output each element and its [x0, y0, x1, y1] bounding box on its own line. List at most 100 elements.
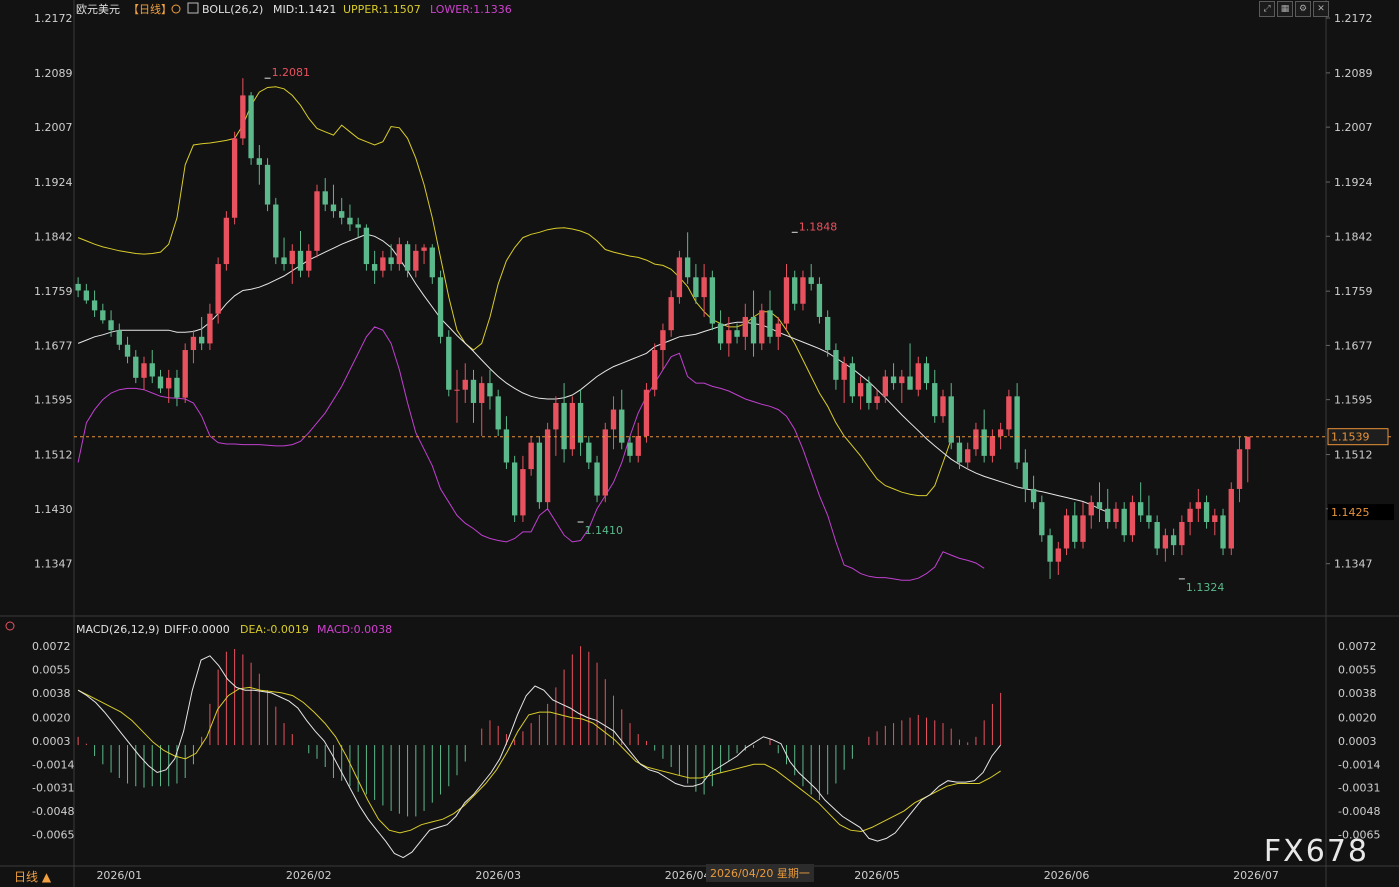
candle-body [330, 204, 337, 212]
macd-diff-line [77, 655, 1001, 859]
candle-body [1228, 488, 1234, 549]
candle-body [643, 389, 650, 437]
price-axis-right-tick: 1.1759 [1334, 285, 1373, 298]
chart-settings-icon[interactable]: ⚙ [1295, 1, 1311, 17]
candle-body [668, 297, 674, 331]
candle-body [1187, 508, 1193, 523]
expand-icon[interactable]: ⤢ [1259, 1, 1275, 17]
candle-body [1022, 462, 1029, 489]
macd-axis-right-tick: -0.0048 [1338, 805, 1380, 818]
candle-body [940, 396, 946, 417]
candle-body [511, 462, 518, 516]
candle-body [569, 402, 576, 450]
candle-body [882, 376, 889, 397]
extreme-price-label: 1.1848 [799, 220, 838, 233]
candle-body [594, 462, 600, 496]
candle-body [1105, 508, 1111, 523]
macd-axis-right-tick: -0.0065 [1338, 828, 1380, 841]
candle-body [1220, 515, 1226, 549]
candle-body [207, 313, 213, 344]
macd-axis-left-tick: -0.0048 [32, 805, 74, 818]
candle-body [1080, 515, 1086, 542]
close-icon[interactable]: ✕ [1313, 1, 1329, 17]
candle-body [619, 409, 625, 443]
candle-body [1063, 515, 1070, 549]
price-axis-left-tick: 1.2007 [34, 121, 73, 134]
extreme-price-label: 1.1324 [1186, 581, 1225, 594]
candle-body [141, 363, 147, 378]
time-axis-tick: 2026/06 [1044, 869, 1090, 882]
macd-label: MACD(26,12,9) [76, 623, 160, 636]
candle-body [1039, 502, 1045, 536]
macd-axis-left-tick: 0.0055 [32, 664, 71, 677]
candle-body [932, 383, 938, 417]
price-axis-left-tick: 1.1430 [34, 503, 73, 516]
boll-mid-value: MID:1.1421 [273, 3, 336, 16]
indicator-icon [187, 2, 199, 14]
candle-body [1236, 449, 1243, 489]
candle-body [1203, 502, 1210, 523]
candle-body [973, 429, 979, 450]
candle-body [1072, 515, 1078, 542]
candle-body [133, 356, 139, 378]
period-selector-button[interactable]: 日线 ▲ [14, 870, 52, 884]
candle-body [174, 377, 180, 398]
candle-body [1006, 396, 1012, 430]
candle-body [1245, 436, 1251, 450]
candle-body [256, 158, 263, 165]
macd-dea-value: DEA:-0.0019 [240, 623, 309, 636]
candle-body [1014, 396, 1020, 463]
candle-body [684, 257, 691, 278]
candle-body [363, 227, 370, 265]
price-axis-right-tick: 1.1347 [1334, 558, 1373, 571]
boll-upper-value: UPPER:1.1507 [343, 3, 421, 16]
candle-body [890, 376, 897, 384]
price-axis-right-tick: 1.2007 [1334, 121, 1373, 134]
boll-upper-line [77, 86, 952, 497]
macd-axis-right-tick: 0.0003 [1338, 735, 1377, 748]
macd-axis-right-tick: 0.0038 [1338, 687, 1377, 700]
candle-body [314, 191, 320, 251]
chart-toolbar: ⤢ ▦ ⚙ ✕ [1259, 1, 1329, 17]
last-price-box [1327, 428, 1389, 446]
candle-body [635, 436, 641, 456]
candle-body [915, 363, 921, 390]
layout-icon[interactable]: ▦ [1277, 1, 1293, 17]
candle-body [899, 376, 905, 384]
candle-body [528, 442, 534, 470]
macd-axis-left-tick: 0.0003 [32, 735, 71, 748]
candle-body [487, 383, 493, 397]
candle-body [965, 449, 971, 463]
macd-axis-left-tick: -0.0031 [32, 782, 74, 795]
candle-body [652, 350, 658, 390]
candle-body [742, 316, 748, 337]
candle-body [1137, 502, 1144, 516]
price-axis-left-tick: 1.1595 [34, 394, 73, 407]
candle-body [124, 344, 131, 357]
candle-body [1113, 508, 1119, 523]
candle-body [717, 323, 724, 344]
candle-body [371, 264, 378, 271]
time-axis-tick: 2026/07 [1233, 869, 1279, 882]
candle-body [1179, 522, 1185, 546]
candle-body [520, 469, 526, 516]
candle-body [413, 250, 419, 271]
candle-body [923, 363, 930, 384]
candle-body [429, 247, 435, 278]
macd-axis-right-tick: 0.0072 [1338, 640, 1377, 653]
candle-body [396, 244, 403, 265]
candle-body [553, 402, 559, 430]
macd-axis-right-tick: -0.0014 [1338, 758, 1380, 771]
candle-body [561, 402, 567, 450]
candle-body [866, 383, 872, 403]
candle-body [660, 330, 666, 351]
candle-body [108, 320, 114, 331]
candle-body [264, 164, 271, 205]
candle-body [824, 316, 831, 351]
candle-body [306, 250, 312, 271]
candle-body [544, 429, 551, 503]
macd-axis-right-tick: -0.0031 [1338, 782, 1380, 795]
candle-body [116, 330, 122, 345]
candle-body [198, 336, 205, 344]
